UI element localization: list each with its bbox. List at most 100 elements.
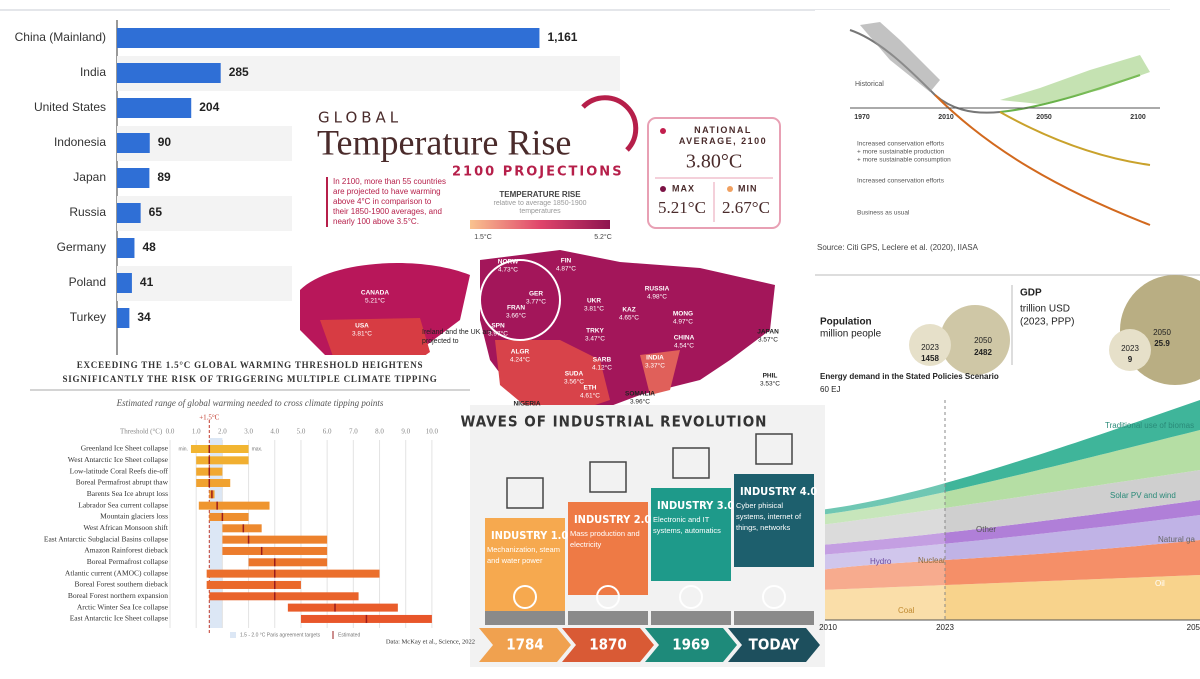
area-label: Nuclear [918, 556, 946, 565]
stat-value: 2.67°C [722, 198, 770, 217]
area-nuclear [820, 515, 1200, 570]
curve-orange [934, 94, 1151, 226]
stat-unit: trillion USD [1020, 304, 1070, 315]
value-label: 41 [140, 275, 154, 289]
stat-label: MIN [738, 183, 758, 193]
map-africa [495, 340, 610, 410]
area-label: Hydro [870, 557, 892, 566]
stage-text: Electronic and IT systems, automatics [653, 515, 721, 535]
stage-illustration [506, 477, 544, 509]
biodiversity-panel [815, 10, 1170, 260]
stat-label: MAX [672, 183, 695, 193]
annotation: Increased conservation efforts [857, 178, 945, 185]
stage-icon [762, 585, 786, 609]
stage-year: 1870 [589, 636, 627, 654]
area-label: Coal [898, 606, 915, 615]
region-name: RUSSIA [645, 286, 670, 293]
area-label: Traditional use of biomas [1105, 421, 1194, 430]
category-label: Mountain glaciers loss [100, 512, 168, 521]
silhouettes [860, 22, 940, 92]
area-hydro [820, 500, 1200, 555]
stage-name: INDUSTRY 3.0 [657, 499, 734, 512]
value-label: 1,161 [547, 30, 577, 44]
region-value: 3.81°C [352, 330, 372, 338]
stat-label: NATIONAL AVERAGE, 2100 [678, 125, 768, 146]
min-label: min. [178, 446, 187, 452]
area-other [820, 470, 1200, 545]
bubble-value: 25.9 [1154, 339, 1170, 348]
subtitle: 2100 PROJECTIONS [452, 165, 624, 180]
bar [117, 133, 150, 153]
range-bar [222, 535, 328, 544]
historical-curve [849, 29, 1001, 114]
region-value: 4.61°C [580, 392, 600, 400]
scale-min: 1.5°C [474, 233, 492, 241]
title-arc [581, 95, 639, 152]
region-name: MONG [673, 311, 693, 318]
region-value: 4.65°C [619, 314, 639, 322]
value-label: 204 [199, 100, 219, 114]
region-value: 4.98°C [647, 293, 667, 301]
stage-text: Cyber phisical systems, internet of thin… [736, 501, 802, 532]
category-label: Greenland Ice Sheet collapse [81, 444, 169, 453]
region-name: SARB [593, 357, 612, 364]
range-bar [190, 445, 249, 453]
region-name: SUDA [565, 371, 584, 378]
value-label: 34 [137, 310, 151, 324]
curve-yellow [999, 111, 1151, 166]
stage-name: INDUSTRY 2.0 [574, 513, 651, 526]
category-label: East Antarctic Subglacial Basins collaps… [44, 534, 169, 543]
x-tick-label: 205 [1187, 623, 1200, 632]
year-label: 1970 [854, 114, 870, 121]
region-value: 3.53°C [760, 380, 780, 388]
category-label: Poland [69, 275, 106, 289]
year-label: 2010 [938, 114, 954, 121]
stat-unit: million people [820, 329, 882, 340]
dot [660, 128, 666, 134]
content: China (Mainland) 1,161 India 285 United Stat… [15, 28, 1200, 662]
category-label: Boreal Forest northern expansion [68, 591, 168, 600]
max-label: max. [252, 446, 263, 452]
region-name: TRKY [586, 328, 604, 335]
category-label: Barents Sea Ice abrupt loss [87, 489, 168, 498]
map-india [640, 350, 680, 395]
source: Data: McKay et al., Science, 2022 [386, 638, 475, 645]
x-tick-label: 2010 [819, 623, 837, 632]
stage-text-box: Cyber phisical systems, internet of thin… [736, 501, 802, 532]
heading: EXCEEDING THE 1.5°C GLOBAL WARMING THRES… [62, 360, 438, 384]
region-name: UKR [587, 298, 601, 305]
region-name: SOMALIA [625, 391, 655, 398]
stage-text-box: Mass production and electricity [570, 529, 640, 549]
category-label: Low-latitude Coral Reefs die-off [70, 466, 169, 475]
region-value: 3.56°C [564, 378, 584, 386]
region-value: 4.12°C [592, 364, 612, 372]
range-bar [248, 558, 328, 567]
x-tick-label: 9.0 [401, 428, 410, 436]
bubble [1109, 329, 1151, 371]
note-box: In 2100, more than 55 countries are proj… [326, 177, 446, 227]
stage-icon [513, 585, 537, 609]
range-bar [196, 456, 249, 465]
region-value: 3.47°C [585, 335, 605, 343]
value-label: 90 [158, 135, 172, 149]
region-value: 3.66°C [506, 312, 526, 320]
region-value: 3.77°C [526, 298, 546, 306]
stage-base [568, 611, 648, 625]
range-bar [196, 478, 231, 487]
stat-unit: (2023, PPP) [1020, 317, 1074, 328]
category-label: United States [34, 100, 106, 114]
value-label: 65 [149, 205, 163, 219]
map-note: Ireland and the UK are projected to [422, 329, 493, 345]
category-label: West African Monsoon shift [83, 523, 169, 532]
threshold-label: +1.5°C [199, 414, 219, 422]
x-tick-label: 1.0 [192, 428, 201, 436]
source: Source: Citi GPS, Leclere et al. (2020),… [817, 243, 979, 252]
stage-illustration [589, 461, 627, 493]
timeline-arrow [728, 628, 820, 662]
stage-box [734, 474, 814, 567]
x-tick-label: 7.0 [349, 428, 358, 436]
bar [117, 238, 135, 258]
region-name: ALGR [511, 349, 530, 356]
scale-bar [470, 220, 610, 229]
region-name: FIN [561, 258, 572, 265]
